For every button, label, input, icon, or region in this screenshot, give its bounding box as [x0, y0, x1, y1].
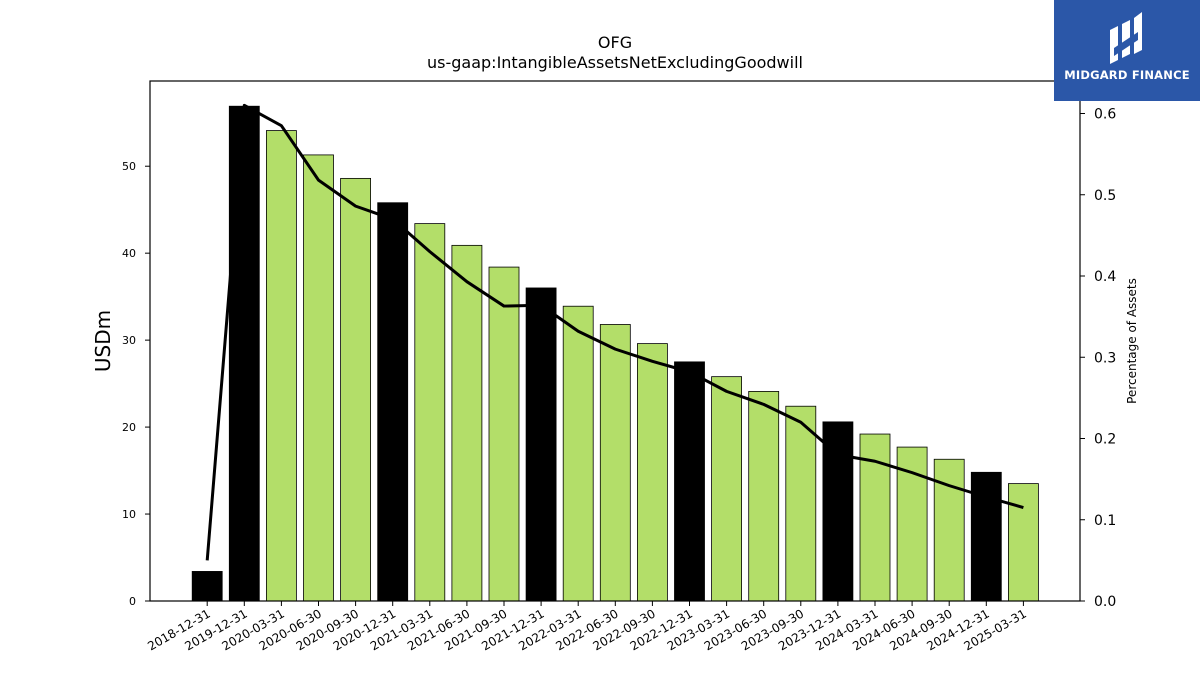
- y2-tick-label: 0.0: [1094, 594, 1116, 610]
- bar: [340, 177, 372, 602]
- line-layer: [205, 103, 1024, 561]
- bar: [970, 471, 1002, 602]
- y-axis-label: USDm: [91, 310, 115, 372]
- bar: [1008, 483, 1039, 602]
- y2-tick-label: 0.4: [1094, 269, 1116, 285]
- bar: [303, 154, 334, 602]
- y2-tick-label: 0.2: [1094, 432, 1116, 448]
- y-tick-label: 0: [129, 595, 136, 608]
- bar: [414, 223, 446, 602]
- bar: [822, 421, 854, 602]
- brand-logo: MIDGARD FINANCE: [1054, 0, 1200, 101]
- y2-tick-label: 0.3: [1094, 350, 1116, 366]
- y-tick-label: 30: [122, 334, 136, 347]
- bar: [451, 244, 483, 602]
- bar: [599, 324, 631, 602]
- bar: [674, 361, 705, 602]
- bar: [265, 130, 297, 602]
- bar: [525, 287, 557, 602]
- y2-tick-label: 0.6: [1094, 107, 1116, 123]
- y2-tick-label: 0.5: [1094, 188, 1116, 204]
- y-tick-label: 50: [122, 160, 136, 173]
- y-tick-label: 20: [122, 421, 136, 434]
- series-line: [205, 103, 1024, 561]
- chart-title: OFG: [598, 33, 632, 52]
- bar: [785, 405, 817, 602]
- brand-name: MIDGARD FINANCE: [1064, 68, 1190, 82]
- bar: [488, 266, 520, 602]
- chart-subtitle: us-gaap:IntangibleAssetsNetExcludingGood…: [427, 53, 803, 72]
- bar: [748, 391, 780, 602]
- y-tick-label: 40: [122, 247, 136, 260]
- y2-tick-label: 0.1: [1094, 513, 1116, 529]
- bar: [711, 376, 742, 602]
- bar: [228, 105, 260, 602]
- y2-axis-label: Percentage of Assets: [1125, 278, 1139, 404]
- bar: [191, 571, 223, 602]
- midgard-logo-icon: [1110, 12, 1142, 64]
- bar: [637, 343, 668, 602]
- bar: [377, 202, 409, 602]
- bar: [562, 305, 594, 602]
- y-tick-label: 10: [122, 508, 136, 521]
